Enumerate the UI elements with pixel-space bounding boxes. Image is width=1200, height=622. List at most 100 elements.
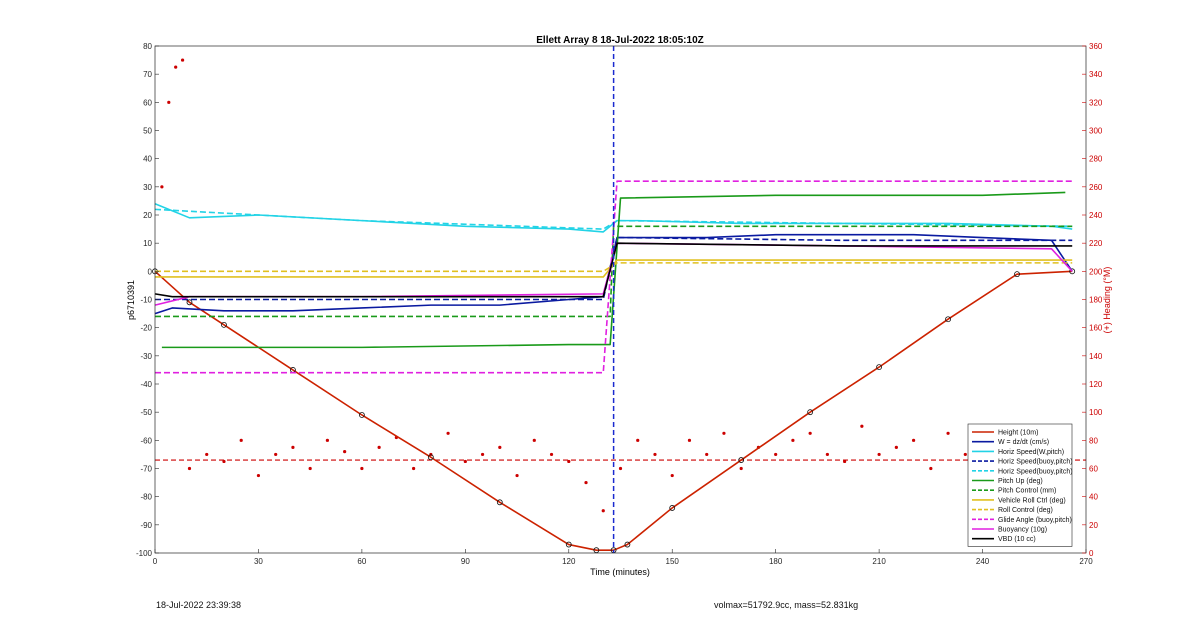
heading-scatter (155, 58, 1086, 513)
heading-point (498, 445, 502, 449)
heading-point (343, 450, 347, 454)
heading-point (705, 452, 709, 457)
x-axis-label: Time (minutes) (590, 567, 650, 577)
y-tick-label: -60 (140, 436, 152, 445)
legend-label: W = dz/dt (cm/s) (998, 439, 1049, 446)
heading-point (808, 431, 812, 435)
height-marker (876, 364, 883, 371)
heading-point (180, 58, 185, 62)
y2-axis-ticks: 0 20 40 60 80 100 120 140 160 180 200 220 240 260 280 3… (1082, 42, 1103, 558)
heading-point (584, 480, 588, 485)
heading-point (911, 438, 916, 442)
y2-tick-label: 40 (1089, 493, 1098, 502)
legend-label: Pitch Control (mm) (998, 488, 1056, 495)
legend-label: VBD (10 cc) (998, 536, 1036, 543)
y-axis-ticks: -100-90-80-70-60-50-40-30-20-10010203040… (136, 42, 159, 558)
y2-tick-label: 360 (1089, 42, 1103, 51)
legend-label: Horiz Speed(buoy,pitch) (998, 468, 1073, 475)
heading-point (463, 459, 467, 464)
y-tick-label: -80 (140, 493, 152, 502)
x-axis-ticks: 0 30 60 90 120 150 180 210 240 270 (153, 549, 1093, 566)
y-tick-label: -30 (140, 352, 152, 361)
heading-point (774, 452, 778, 457)
series-line (154, 242, 1073, 298)
series-line (154, 208, 1073, 230)
heading-point (929, 466, 933, 471)
x-tick-label: 120 (562, 557, 576, 566)
heading-point (480, 452, 485, 457)
heading-point (377, 445, 381, 449)
heading-point (205, 452, 209, 457)
y2-tick-label: 0 (1089, 549, 1094, 558)
y2-tick-label: 60 (1089, 465, 1098, 474)
x-tick-label: 60 (357, 557, 366, 566)
x-tick-label: 240 (976, 557, 990, 566)
height-marker (565, 541, 572, 548)
y2-tick-label: 120 (1089, 380, 1103, 389)
x-tick-label: 180 (769, 557, 783, 566)
legend-label: Buoyancy (10g) (998, 527, 1047, 534)
legend: Height (10m) W = dz/dt (cm/s) Horiz Speed(… (967, 423, 1073, 547)
series-line (154, 270, 1073, 551)
height-marker (945, 316, 951, 323)
y2-tick-label: 320 (1089, 98, 1103, 107)
chart-title: Ellett Array 8 18-Jul-2022 18:05:10Z (536, 35, 704, 46)
legend-label: Vehicle Roll Ctrl (deg) (998, 497, 1066, 504)
heading-point (412, 466, 416, 471)
heading-point (446, 431, 450, 435)
legend-label: Glide Angle (buoy,pitch) (998, 517, 1072, 524)
y-tick-label: -10 (140, 296, 152, 305)
heading-point (636, 438, 640, 442)
heading-point (274, 452, 278, 457)
x-tick-label: 150 (666, 557, 680, 566)
footer-date: 18-Jul-2022 23:39:38 (156, 600, 242, 610)
heading-point (239, 438, 243, 442)
heading-point (670, 473, 674, 478)
heading-point (308, 466, 312, 471)
heading-point (877, 452, 881, 457)
x-tick-label: 270 (1079, 557, 1093, 566)
heading-point (549, 452, 554, 457)
y-tick-label: 0 (148, 267, 153, 276)
y-tick-label: 30 (143, 183, 152, 192)
y-tick-label: -90 (140, 521, 152, 530)
heading-point (722, 431, 726, 435)
series-line (155, 180, 1073, 374)
legend-label: Pitch Up (deg) (998, 478, 1043, 485)
heading-point (860, 424, 864, 428)
heading-point (653, 452, 657, 457)
heading-point (360, 466, 364, 471)
x-tick-label: 90 (461, 557, 470, 566)
series-line (155, 225, 1073, 318)
legend-label: Roll Control (deg) (998, 507, 1053, 514)
y-tick-label: -20 (140, 324, 152, 333)
height-marker (358, 412, 365, 418)
heading-point (256, 473, 261, 478)
heading-point (174, 65, 178, 69)
y2-tick-label: 80 (1089, 436, 1098, 445)
legend-box (967, 423, 1073, 547)
heading-point (946, 431, 950, 435)
legend-label: Horiz Speed(W,pitch) (998, 449, 1064, 456)
heading-point (601, 509, 605, 513)
x-tick-label: 30 (254, 557, 263, 566)
y-tick-label: 80 (143, 42, 152, 51)
heading-point (187, 466, 192, 471)
y-tick-label: 70 (143, 70, 152, 79)
heading-point (532, 438, 536, 442)
y2-tick-label: 220 (1089, 239, 1103, 248)
legend-label: Horiz Speed(buoy,pitch) (998, 459, 1073, 466)
y-tick-label: -50 (140, 408, 152, 417)
heading-point (222, 459, 226, 464)
heading-point (963, 452, 967, 457)
y2-tick-label: 240 (1089, 211, 1103, 220)
height-marker (186, 299, 193, 306)
heading-point (291, 445, 295, 449)
y2-tick-label: 140 (1089, 352, 1103, 361)
y2-tick-label: 300 (1089, 127, 1103, 136)
heading-point (791, 438, 795, 442)
series-line (161, 191, 1066, 349)
heading-point (160, 185, 164, 189)
heading-point (894, 445, 898, 449)
